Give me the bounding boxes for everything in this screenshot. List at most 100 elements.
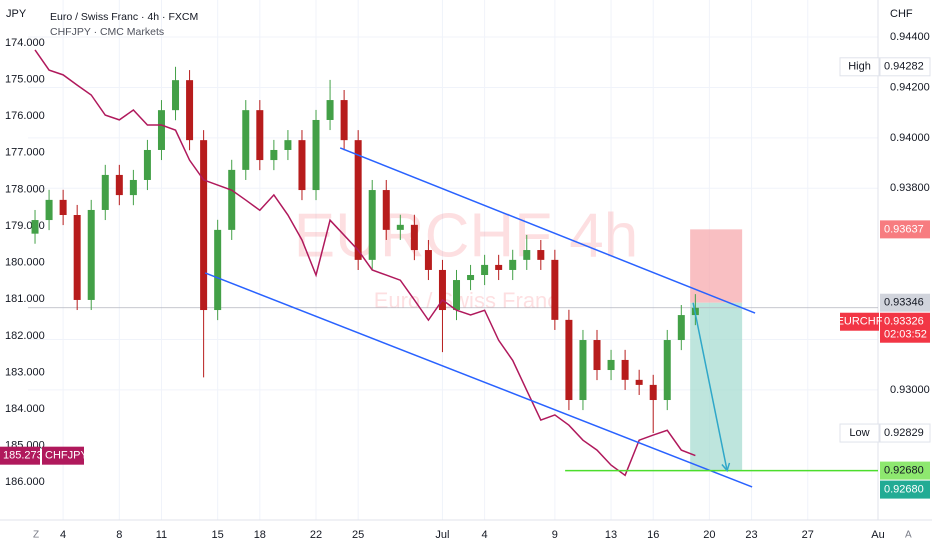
x-tick-label: 4	[482, 529, 488, 541]
y2-tick-label: 180.000	[5, 257, 45, 269]
stop-zone	[690, 229, 743, 303]
candle-body	[663, 340, 671, 401]
left-axis-unit: JPY	[6, 8, 27, 20]
candle-body	[115, 174, 123, 196]
corner-left[interactable]: Z	[33, 530, 39, 541]
candle-body	[509, 259, 517, 270]
candle-body	[495, 264, 503, 270]
candle-body	[172, 80, 180, 111]
y2-tick-label: 184.000	[5, 403, 45, 415]
y2-tick-label: 177.000	[5, 147, 45, 159]
price-tag-label: 0.93326	[884, 316, 924, 328]
candle-body	[186, 80, 194, 141]
candle-body	[157, 110, 165, 150]
candle-body	[453, 280, 461, 311]
candle-body	[298, 140, 306, 191]
price-tag-label: 0.93637	[884, 223, 924, 235]
candle-body	[200, 140, 208, 311]
price-tag	[879, 57, 931, 77]
price-tag-name-box	[839, 57, 880, 77]
candle-body	[270, 149, 278, 161]
price-tag	[879, 423, 931, 443]
watermark-symbol: EURCHF 4h	[294, 201, 639, 270]
y2-tick-label: 178.000	[5, 183, 45, 195]
watermark-description: Euro / Swiss Franc	[374, 288, 559, 313]
candle-body	[579, 340, 587, 401]
candle-body	[256, 110, 264, 161]
price-tag	[880, 312, 930, 343]
x-tick-label: 13	[605, 529, 617, 541]
series-last-value: 185.273	[3, 450, 43, 462]
trendline	[339, 147, 756, 314]
x-tick-label: 9	[552, 529, 558, 541]
y-tick-label: 0.94200	[890, 81, 930, 93]
x-tick-label: 11	[156, 529, 167, 541]
x-tick-label: Jul	[435, 529, 449, 541]
price-tag-name: Low	[849, 427, 869, 439]
candle-body	[565, 319, 573, 401]
candle-body	[523, 250, 531, 260]
candle-body	[228, 169, 236, 230]
x-tick-label: 8	[116, 529, 122, 541]
candle-body	[607, 359, 615, 371]
price-tag	[880, 293, 930, 312]
x-tick-label: 15	[212, 529, 224, 541]
corner-right[interactable]: A	[905, 530, 912, 541]
candle-body	[326, 100, 334, 120]
candle-body	[242, 110, 250, 170]
series-line	[34, 49, 696, 477]
candle-body	[593, 340, 601, 371]
price-tag-name: High	[848, 61, 871, 73]
price-tag-countdown: 02:03:52	[884, 329, 927, 341]
candle-body	[467, 274, 475, 281]
header-title: Euro / Swiss Franc · 4h · FXCM	[50, 11, 198, 23]
candle-body	[649, 384, 657, 401]
candle-body	[340, 100, 348, 141]
x-tick-label: 20	[703, 529, 715, 541]
candle-body	[87, 209, 95, 300]
candle-body	[635, 379, 643, 385]
series-name-box	[42, 446, 84, 465]
candle-body	[59, 199, 67, 216]
candle-body	[677, 315, 685, 341]
candle-body	[537, 250, 545, 260]
candle-body	[73, 215, 81, 300]
y2-tick-label: 181.000	[5, 293, 45, 305]
series-last-tag	[0, 446, 40, 465]
candle-body	[129, 179, 137, 196]
right-axis-unit: CHF	[890, 8, 913, 20]
y-tick-label: 0.93800	[890, 182, 930, 194]
y-tick-label: 0.94400	[890, 31, 930, 43]
candle-body	[214, 229, 222, 311]
price-tag	[880, 461, 930, 480]
candle-body	[424, 250, 432, 270]
candle-body	[101, 174, 109, 210]
forecast-arrow	[692, 302, 728, 471]
y2-tick-label: 186.000	[5, 476, 45, 488]
y2-tick-label: 175.000	[5, 74, 45, 86]
price-tag-name-box	[839, 423, 880, 443]
candle-body	[551, 259, 559, 320]
x-tick-label: 23	[745, 529, 757, 541]
price-tag-label: 0.93346	[884, 297, 924, 309]
price-tag-label: 0.92680	[884, 484, 924, 496]
candle-body	[31, 220, 39, 234]
price-tag-name-box	[840, 312, 879, 331]
candle-body	[143, 149, 151, 180]
candle-body	[382, 190, 390, 230]
candle-body	[410, 224, 418, 251]
x-tick-label: 22	[310, 529, 322, 541]
candle-body	[396, 224, 404, 230]
price-tag-label: 0.94282	[884, 61, 924, 73]
header-subtitle: CHFJPY · CMC Markets	[50, 26, 164, 38]
x-tick-label: 4	[60, 529, 66, 541]
y2-tick-label: 183.000	[5, 366, 45, 378]
price-tag-label: 0.92829	[884, 427, 924, 439]
price-tag	[880, 480, 930, 499]
y2-tick-label: 174.000	[5, 37, 45, 49]
x-tick-label: 27	[802, 529, 814, 541]
candle-body	[621, 359, 629, 380]
arrow-head	[721, 462, 731, 473]
x-tick-label: 18	[254, 529, 266, 541]
